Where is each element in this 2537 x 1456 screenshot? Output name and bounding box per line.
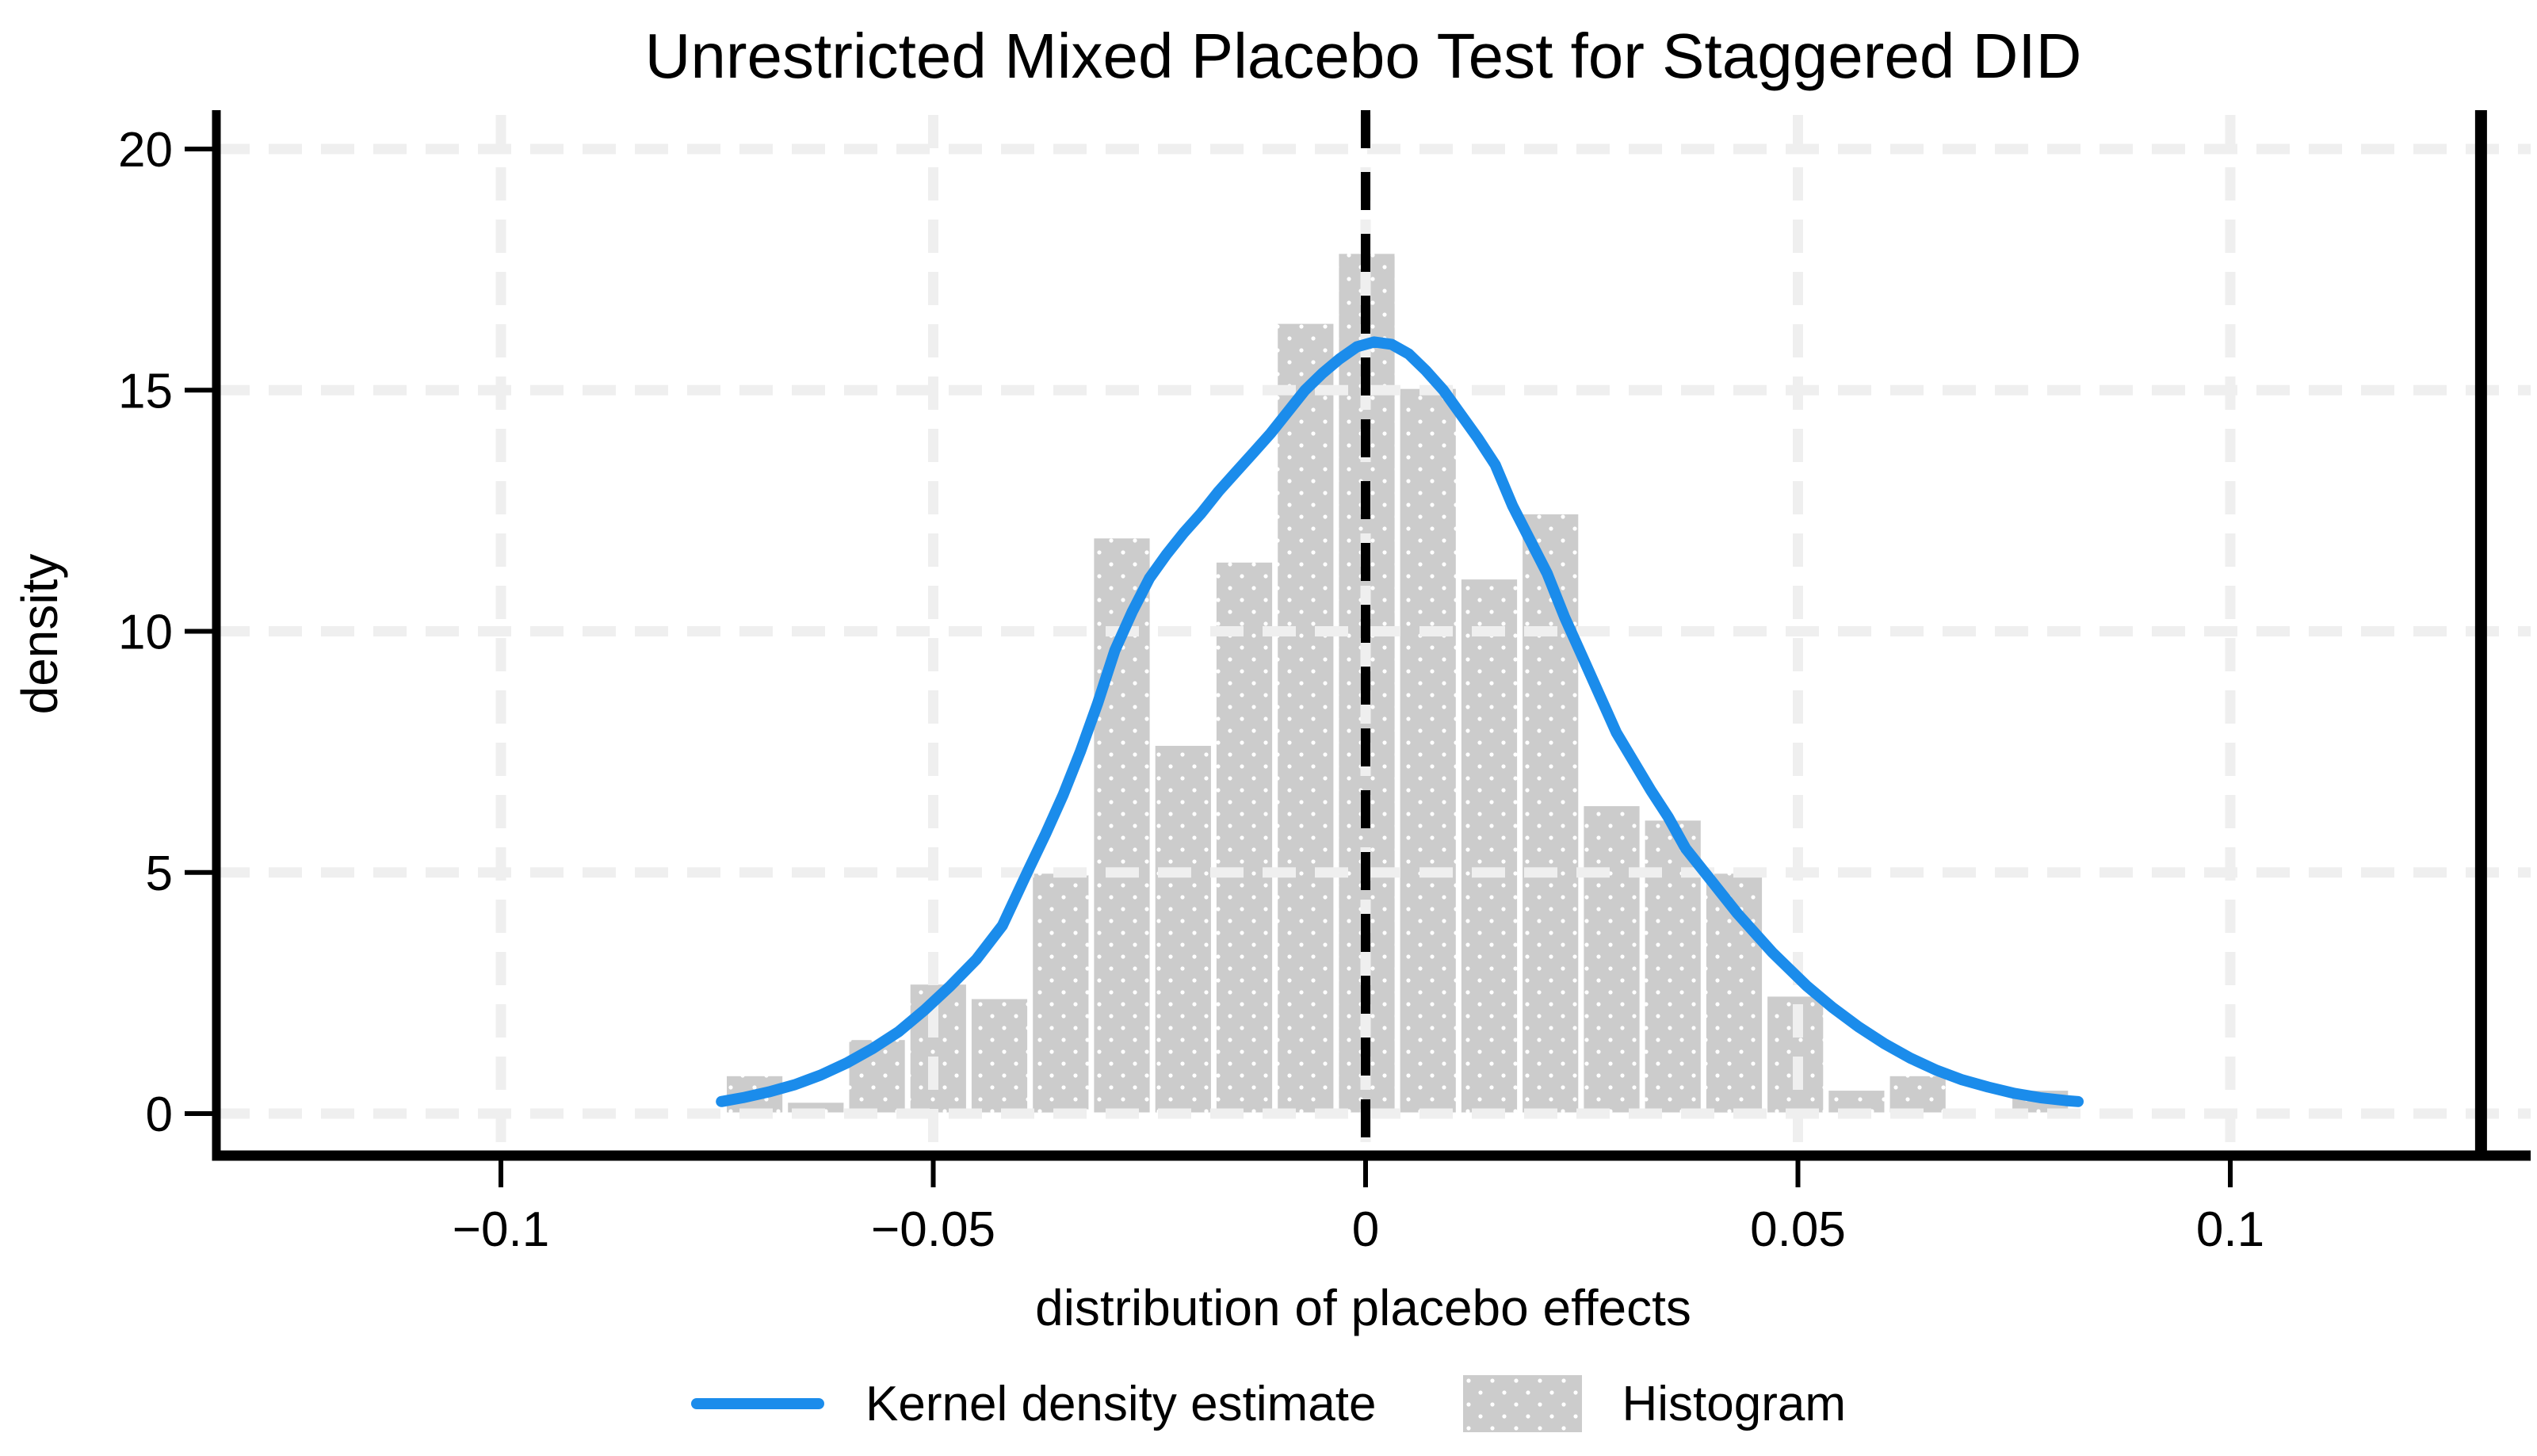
kde-line-swatch-icon [691,1398,825,1409]
y-tick-label: 5 [146,846,173,901]
legend-kde-label: Kernel density estimate [865,1376,1377,1431]
y-axis-label: density [11,554,68,715]
x-axis-label: distribution of placebo effects [1035,1279,1691,1336]
y-tick-label: 0 [146,1087,173,1142]
y-tick-label: 20 [118,123,173,178]
x-tick-label: 0.05 [1750,1202,1846,1257]
y-tick-label: 10 [118,606,173,660]
histogram-bars [724,251,2071,1115]
axis-ticks-and-labels: −0.1 −0.05 0 0.05 0.1 0 5 10 15 20 [118,123,2264,1257]
chart-title: Unrestricted Mixed Placebo Test for Stag… [645,21,2082,91]
x-tick-label: 0 [1352,1202,1379,1257]
legend-histogram-label: Histogram [1622,1376,1846,1431]
legend-item-kde: Kernel density estimate [691,1376,1376,1432]
x-tick-label: 0.1 [2196,1202,2264,1257]
kde-curve [716,336,2084,1107]
x-tick-label: −0.05 [871,1202,995,1257]
histogram-swatch-icon [1463,1375,1583,1432]
legend: Kernel density estimate Histogram [0,1360,2537,1447]
legend-item-histogram: Histogram [1463,1375,1846,1432]
x-tick-label: −0.1 [453,1202,549,1257]
y-tick-label: 15 [118,364,173,418]
